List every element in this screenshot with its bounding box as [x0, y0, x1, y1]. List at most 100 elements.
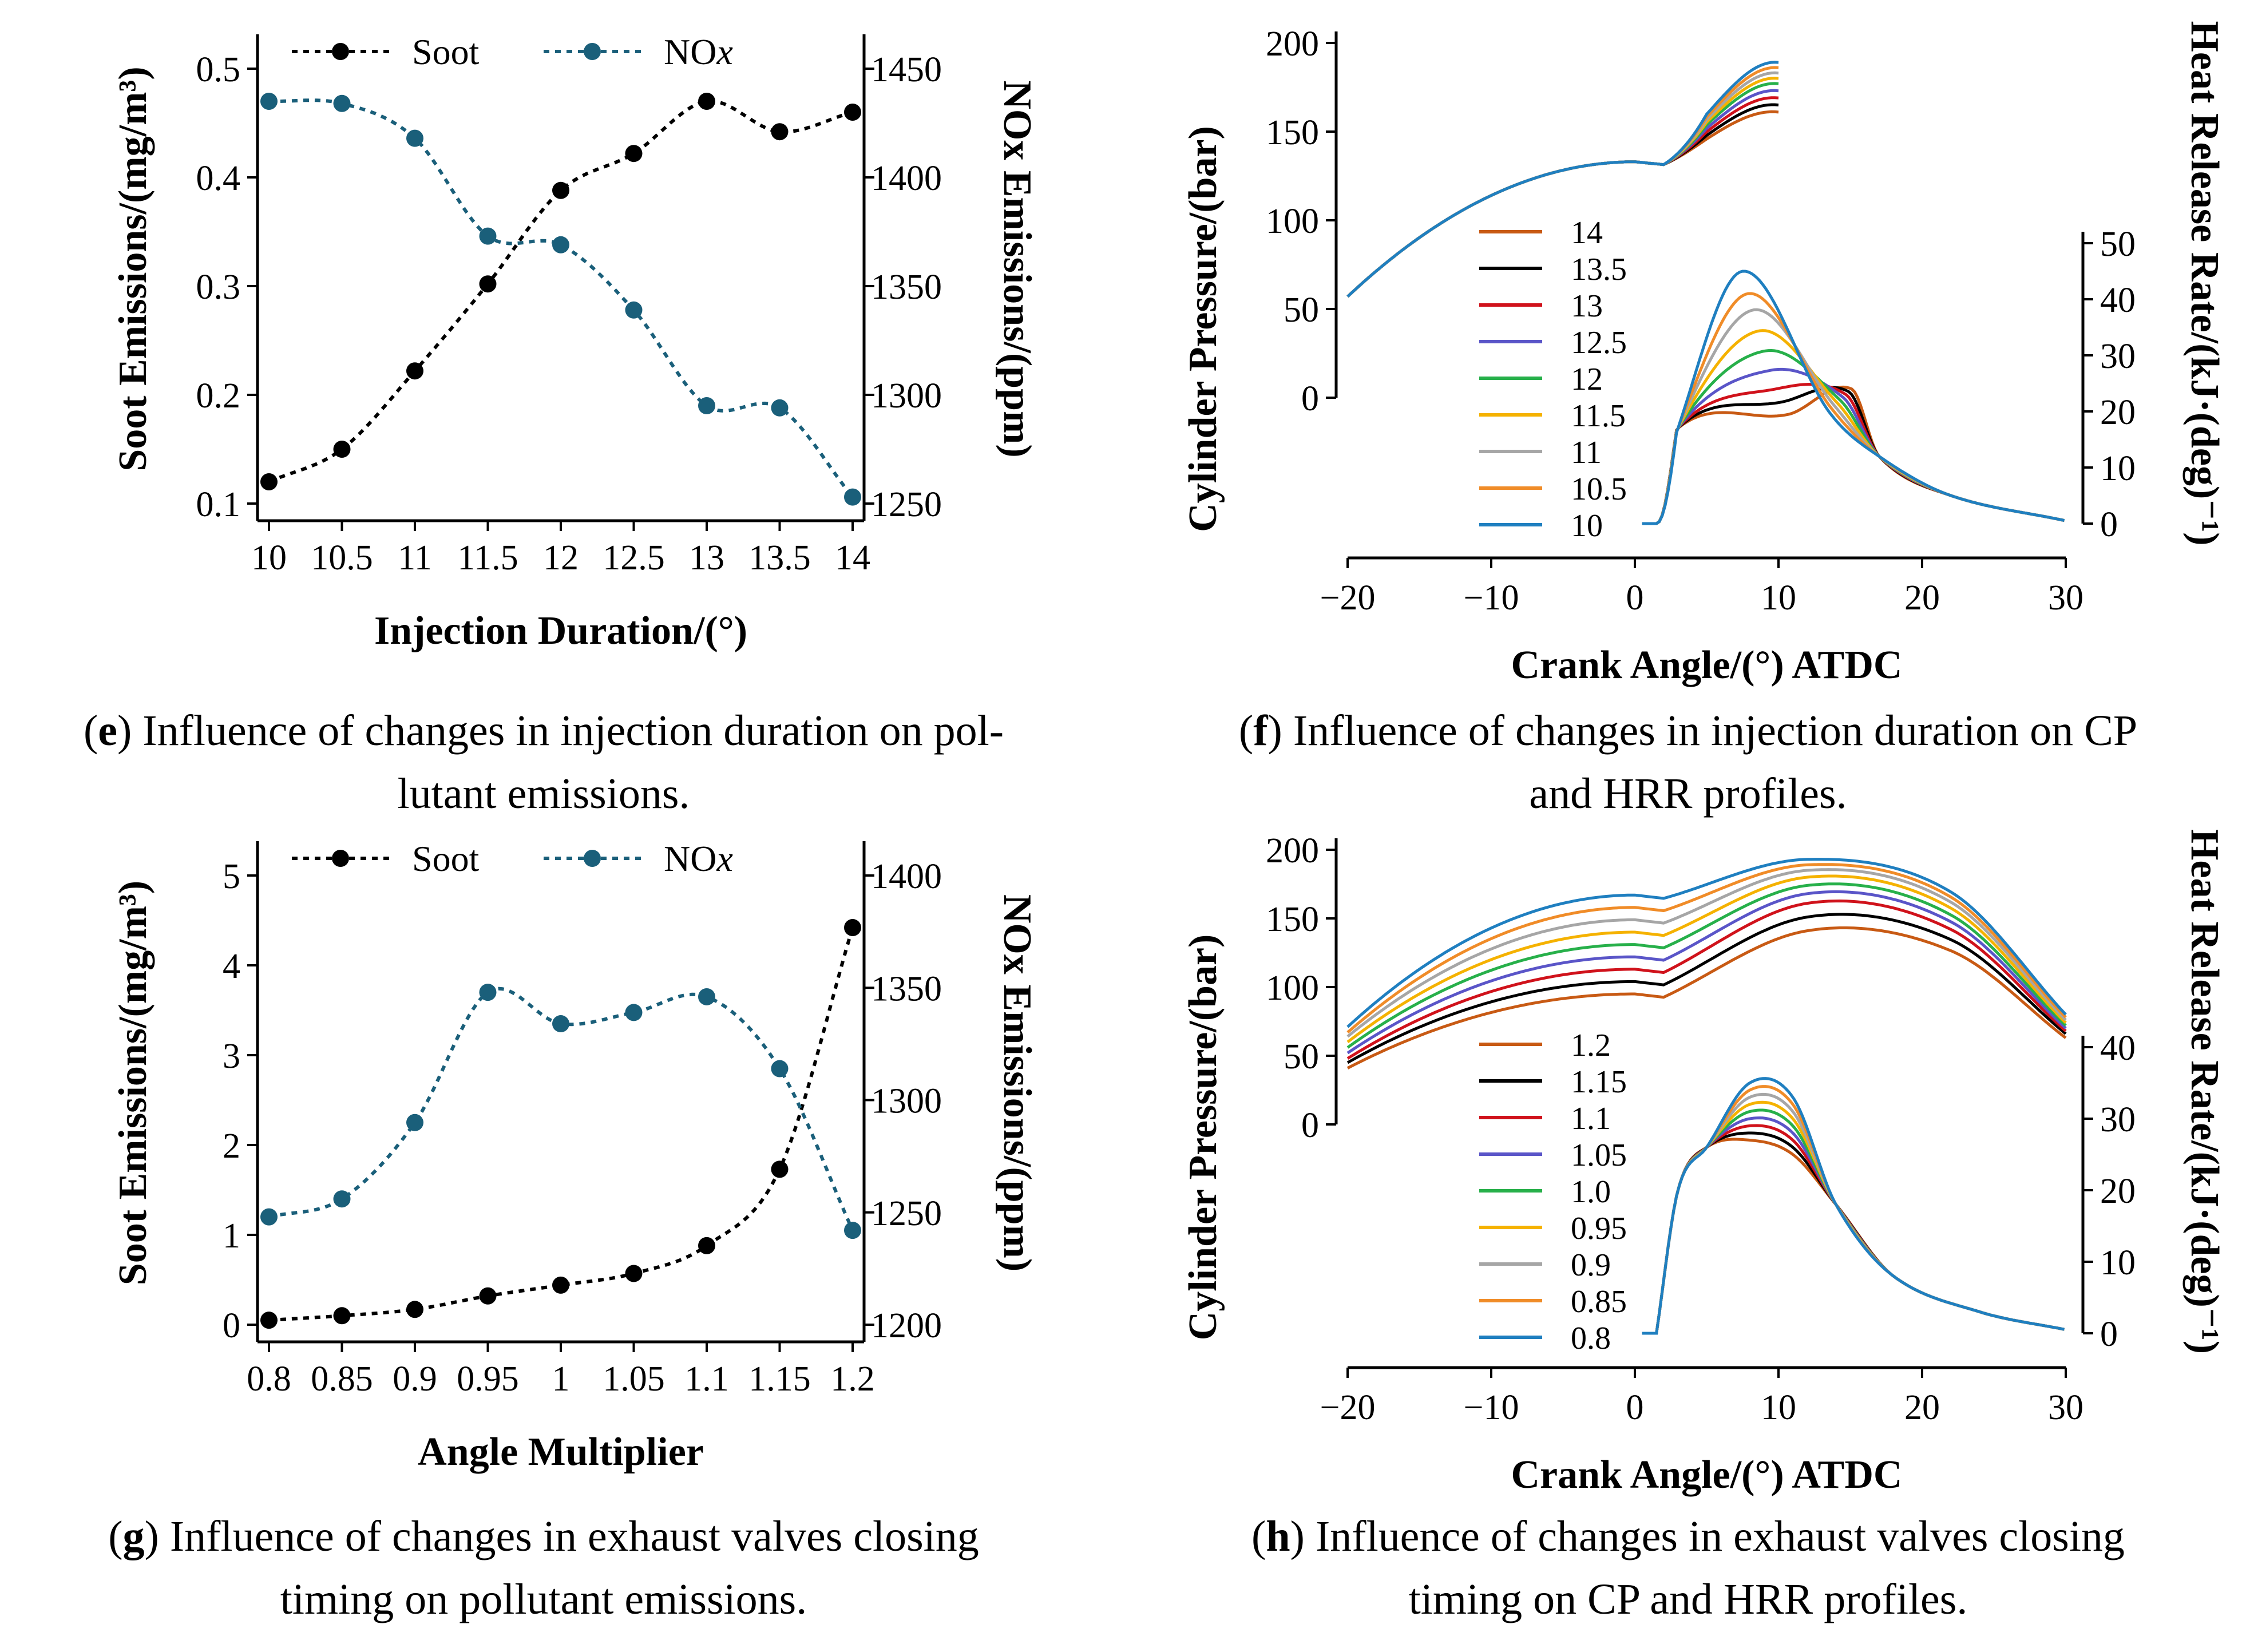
data-point-soot [333, 1307, 351, 1325]
legend-label: Soot [412, 31, 480, 72]
legend-label: 1.05 [1571, 1138, 1627, 1173]
y2-tick-label: 1350 [871, 969, 942, 1008]
caption-f-letter: f [1253, 707, 1268, 755]
hrr-tick-label: 0 [2100, 1315, 2118, 1354]
y2-axis-title: Heat Release Rate/(kJ·(deg)⁻¹) [2182, 21, 2227, 545]
x-tick-label: 20 [1904, 579, 1940, 617]
x-tick-label: 10 [1761, 1388, 1796, 1427]
caption-e-letter: e [98, 707, 117, 755]
hrr-tick-label: 40 [2100, 281, 2136, 320]
x-tick-label: −20 [1320, 579, 1376, 617]
hrr-tick-label: 20 [2100, 1172, 2136, 1211]
caption-e-text: Influence of changes in injection durati… [142, 707, 1004, 818]
cp-tick-label: 100 [1266, 202, 1319, 241]
cp-curve-1.05 [1346, 890, 2067, 1055]
hrr-curve-0.95 [1642, 1100, 2065, 1335]
y-axis-title: Soot Emissions/(mg/m³) [111, 66, 155, 471]
legend-label: 1.15 [1571, 1064, 1627, 1100]
x-tick-label: 0.8 [247, 1360, 291, 1399]
panel-f: 0 50 100 150 200 0 10 20 30 40 50 −20 −10 0 10 20 30 Cran… [1181, 21, 2227, 687]
panel-h: 0 50 100 150 200 0 10 20 30 40 −20 −10 0 10 20 30 Crank … [1181, 829, 2227, 1497]
x-tick-label: 1.05 [603, 1360, 665, 1399]
legend-marker [332, 850, 349, 867]
legend-label: 0.8 [1571, 1321, 1611, 1356]
panel-e: 0.1 0.2 0.3 0.4 0.5 1250 1300 1350 1400 1450 10 10.… [111, 31, 1039, 653]
data-point-soot [406, 1301, 423, 1318]
legend-label: 13 [1571, 288, 1603, 324]
cp-tick-label: 50 [1284, 291, 1319, 330]
data-point-soot [698, 93, 715, 110]
series-line-soot [268, 99, 853, 484]
x-tick-label: 10.5 [311, 538, 373, 577]
x-tick-label: 0.95 [457, 1360, 519, 1399]
x-tick-label: 0.9 [393, 1360, 437, 1399]
legend-label: 1.0 [1571, 1174, 1611, 1210]
data-point-soot [844, 919, 861, 937]
x-tick-label: 0.85 [311, 1360, 373, 1399]
x-tick-label: 0 [1626, 1388, 1644, 1427]
y2-tick-label: 1350 [871, 268, 942, 307]
cp-curve-14 [1346, 110, 1779, 298]
x-tick-label: −10 [1464, 579, 1519, 617]
legend-label: NOx [664, 31, 733, 72]
y-tick-label: 0.3 [196, 268, 241, 307]
data-point-nox [333, 94, 351, 112]
x-tick-label: −20 [1320, 1388, 1376, 1427]
hrr-tick-label: 40 [2100, 1029, 2136, 1068]
data-point-soot [552, 181, 569, 199]
hrr-curve-13 [1642, 383, 2065, 525]
legend-label: 0.9 [1571, 1247, 1611, 1283]
x-tick-label: 12 [543, 538, 579, 577]
y2-axis-title: NOx Emissions/(ppm) [995, 894, 1039, 1271]
series-line-nox [268, 98, 854, 498]
legend-label: 12.5 [1571, 325, 1627, 360]
data-point-nox [333, 1190, 351, 1208]
hrr-tick-label: 10 [2100, 1243, 2136, 1282]
x-tick-label: 1.2 [830, 1360, 875, 1399]
data-point-nox [844, 1222, 861, 1239]
cp-curve-1.0 [1346, 882, 2067, 1049]
cp-tick-label: 0 [1301, 1106, 1319, 1145]
cp-curve-13 [1346, 96, 1779, 298]
x-tick-label: 1.15 [748, 1360, 811, 1399]
series-line-soot [268, 927, 854, 1322]
x-tick-label: 14 [835, 538, 870, 577]
data-point-nox [406, 1114, 423, 1131]
cp-curve-0.9 [1346, 868, 2067, 1038]
caption-h-text: Influence of changes in exhaust valves c… [1315, 1512, 2125, 1623]
data-point-nox [260, 1208, 278, 1226]
data-point-soot [479, 275, 497, 293]
x-tick-label: 10 [1761, 579, 1796, 617]
cp-tick-label: 50 [1284, 1037, 1319, 1076]
hrr-curve-1.0 [1642, 1108, 2065, 1335]
hrr-curve-0.8 [1642, 1077, 2065, 1335]
y-tick-label: 0.2 [196, 377, 241, 415]
caption-g: (g) Influence of changes in exhaust valv… [108, 1512, 979, 1623]
legend-marker [332, 43, 349, 60]
hrr-tick-label: 50 [2100, 225, 2136, 264]
cp-curve-12.5 [1346, 89, 1779, 298]
caption-e: (e) Influence of changes in injection du… [83, 707, 1004, 818]
data-point-nox [552, 1015, 569, 1033]
x-tick-label: 11.5 [457, 538, 518, 577]
cp-curve-0.85 [1346, 863, 2067, 1034]
data-point-nox [844, 488, 861, 506]
data-point-nox [552, 236, 569, 253]
y-tick-label: 3 [223, 1037, 240, 1076]
y2-tick-label: 1200 [871, 1306, 942, 1345]
y-tick-label: 5 [223, 857, 240, 896]
data-point-nox [698, 397, 715, 414]
cp-curve-0.8 [1346, 858, 2067, 1028]
x-tick-label: 1.1 [684, 1360, 729, 1399]
x-axis-title: Crank Angle/(°) ATDC [1511, 643, 1903, 687]
y-tick-label: 4 [223, 947, 240, 986]
y2-tick-label: 1450 [871, 50, 942, 89]
data-point-soot [625, 1265, 643, 1282]
y2-tick-label: 1300 [871, 377, 942, 415]
legend-label: 12 [1571, 362, 1603, 397]
cp-tick-label: 0 [1301, 379, 1319, 418]
x-tick-label: 12.5 [603, 538, 665, 577]
data-point-nox [771, 399, 789, 417]
hrr-tick-label: 20 [2100, 393, 2136, 432]
